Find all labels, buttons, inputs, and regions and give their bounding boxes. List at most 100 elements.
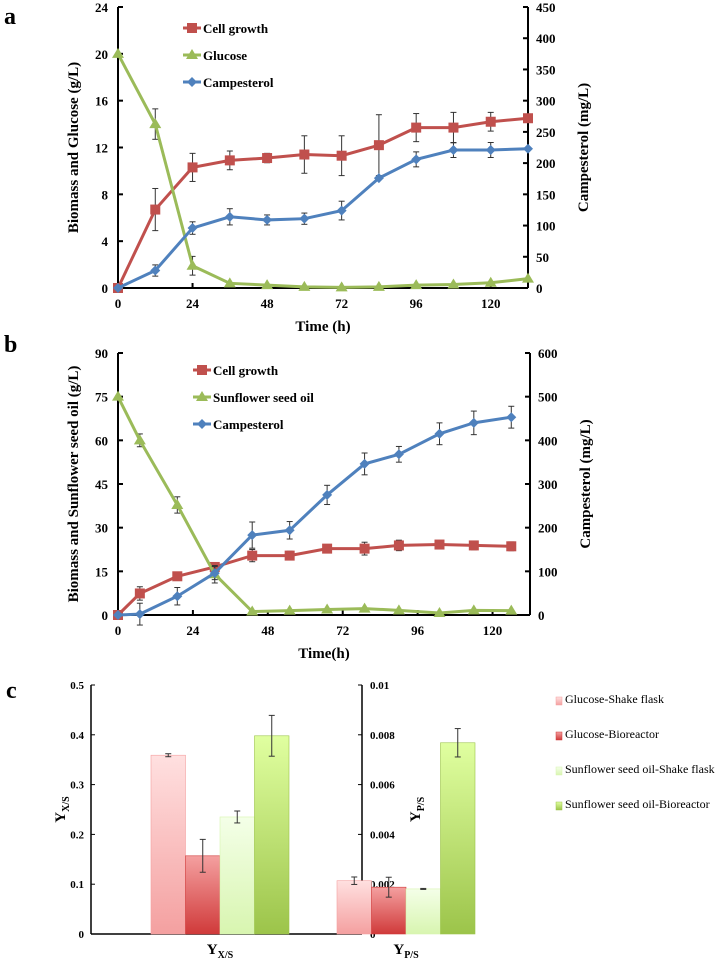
- y-tick-label: 60: [95, 433, 108, 448]
- y2-tick-label: 400: [538, 433, 558, 448]
- y-tick-label: 45: [95, 477, 109, 492]
- category-label-sub: P/S: [404, 950, 419, 960]
- diamond-marker: [359, 458, 370, 469]
- series-line: [116, 116, 529, 289]
- triangle-marker: [522, 272, 534, 283]
- x-tick-label: 96: [411, 623, 425, 638]
- triangle-marker: [112, 47, 124, 58]
- y-tick-label: 15: [95, 564, 109, 579]
- triangle-marker: [467, 604, 480, 615]
- category-label-main: Y: [207, 942, 218, 958]
- diamond-marker: [373, 173, 384, 184]
- triangle-marker: [149, 118, 162, 129]
- y2-tick-label: 200: [538, 521, 558, 536]
- diamond-marker: [448, 144, 459, 155]
- y-tick-label: 90: [95, 346, 108, 361]
- legend-swatch: [555, 766, 563, 776]
- x-tick-label: 0: [115, 296, 122, 311]
- triangle-marker: [171, 498, 184, 509]
- square-marker: [224, 155, 235, 166]
- square-marker: [187, 162, 198, 173]
- y2-tick-label: 150: [536, 187, 556, 202]
- y2-tick-label: 250: [536, 125, 556, 140]
- legend-swatch: [555, 801, 563, 811]
- legend-label: Sunflower seed oil-Shake flask: [565, 762, 715, 776]
- triangle-marker: [298, 280, 311, 291]
- triangle-marker: [410, 279, 423, 290]
- y-tick-label: 0.3: [70, 780, 84, 792]
- series-glucose: [112, 47, 534, 292]
- x-tick-label: 0: [115, 623, 122, 638]
- diamond-marker: [434, 428, 445, 439]
- x-tick-label: 96: [410, 296, 424, 311]
- series-line: [116, 543, 512, 617]
- panel-b-chart: 0 15 30 45 60 75 90 0 100 200 300 400 500 600 0 24 48 72 9…: [66, 346, 594, 662]
- y-tick-label: 0: [102, 608, 109, 623]
- y-tick-label: 0.5: [70, 680, 84, 692]
- y2-tick-label: 0: [536, 281, 543, 296]
- x-tick-label: 48: [261, 296, 275, 311]
- square-marker: [150, 204, 161, 215]
- diamond-marker: [197, 419, 207, 429]
- square-marker: [373, 140, 384, 151]
- triangle-marker: [335, 281, 348, 292]
- diamond-marker: [187, 223, 198, 234]
- bar: [219, 816, 255, 935]
- diamond-marker: [299, 213, 310, 224]
- square-marker: [523, 113, 533, 124]
- y-tick-label: 0.4: [70, 730, 84, 742]
- y2-tick-label: 0: [538, 608, 545, 623]
- y-tick-label: 4: [102, 234, 109, 249]
- square-marker: [468, 540, 479, 551]
- diamond-marker: [262, 214, 273, 225]
- bar: [150, 754, 186, 935]
- square-marker: [393, 540, 404, 551]
- series-cell-growth: [113, 111, 533, 293]
- y-tick-label: 0: [79, 929, 85, 941]
- triangle-marker: [447, 278, 460, 289]
- triangle-marker: [392, 604, 405, 615]
- triangle-marker: [372, 280, 385, 291]
- category-label: YP/S: [393, 942, 419, 960]
- y2-tick-label: 450: [536, 0, 556, 15]
- y2-tick-label: 400: [536, 31, 556, 46]
- category-label-main: Y: [393, 942, 404, 958]
- x-tick-label: 120: [481, 296, 501, 311]
- y2-axis-title-sub: P/S: [416, 796, 427, 811]
- bar: [336, 880, 372, 935]
- triangle-marker: [112, 390, 124, 401]
- x-tick-label: 24: [186, 623, 200, 638]
- x-tick-label: 24: [186, 296, 200, 311]
- diamond-marker: [468, 417, 479, 428]
- diamond-marker: [172, 591, 183, 602]
- square-marker: [187, 23, 197, 33]
- triangle-marker: [246, 605, 259, 616]
- y2-tick-label: 600: [538, 346, 558, 361]
- square-marker: [247, 550, 258, 561]
- square-marker: [411, 122, 422, 133]
- legend-label: Sunflower seed oil: [213, 390, 314, 405]
- diamond-marker: [224, 211, 235, 222]
- y2-tick-label: 0.006: [370, 780, 395, 792]
- square-marker: [434, 539, 445, 550]
- y2-axis-title: YP/S: [408, 796, 427, 822]
- y-tick-label: 30: [95, 521, 108, 536]
- diamond-marker: [485, 144, 496, 155]
- square-marker: [262, 153, 273, 164]
- series-line: [116, 395, 512, 615]
- legend-label: Glucose-Bioreactor: [565, 727, 659, 741]
- square-marker: [197, 365, 207, 375]
- legend-label: Sunflower seed oil-Bioreactor: [565, 797, 710, 811]
- diamond-marker: [209, 568, 220, 579]
- triangle-marker: [484, 276, 497, 287]
- legend-label: Glucose-Shake flask: [565, 692, 664, 706]
- x-tick-label: 48: [261, 623, 275, 638]
- diamond-marker: [393, 449, 404, 460]
- triangle-marker: [261, 279, 274, 290]
- series-cell-growth: [113, 539, 517, 620]
- y2-tick-label: 50: [536, 250, 549, 265]
- series-campesterol: [113, 142, 533, 293]
- triangle-marker: [223, 277, 236, 288]
- y-axis-title: YX/S: [53, 796, 72, 823]
